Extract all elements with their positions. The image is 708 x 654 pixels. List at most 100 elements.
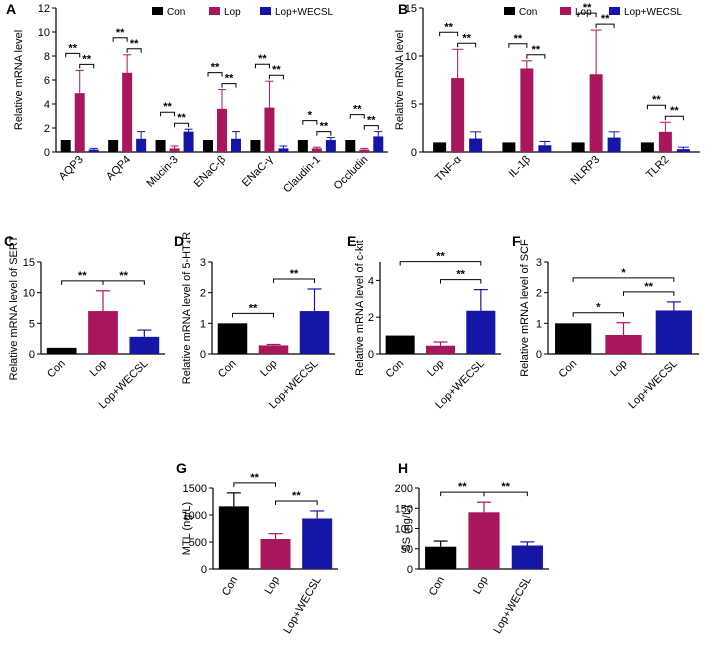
sig-label-f-0: * xyxy=(596,302,601,314)
y-axis-label-b: Relative mRNA level xyxy=(394,30,406,130)
bar-d-1 xyxy=(258,345,289,354)
bar-a-0-0 xyxy=(60,140,71,152)
legend-b-lop-label: Lop xyxy=(575,7,592,18)
sig-label-a-12: ** xyxy=(353,104,362,116)
x-tick-label-g-1: Lop xyxy=(263,575,283,597)
bar-b-0-2 xyxy=(469,138,483,152)
bar-a-6-0 xyxy=(345,140,356,152)
sig-bracket-a-6 xyxy=(207,72,223,77)
sig-label-a-10: * xyxy=(308,110,313,122)
bar-a-2-2 xyxy=(183,131,194,152)
panel-letter-f: F xyxy=(512,233,521,249)
sig-bracket-f-2 xyxy=(623,291,675,296)
bar-g-1 xyxy=(260,539,291,569)
sig-label-b-1: ** xyxy=(462,32,471,44)
bar-b-3-0 xyxy=(640,142,654,152)
x-tick-label-a-6: Occludin xyxy=(332,154,371,193)
x-tick-label-a-5: Claudin-1 xyxy=(281,154,323,196)
sig-bracket-a-5 xyxy=(174,122,190,128)
sig-label-e-1: ** xyxy=(456,269,465,281)
sig-bracket-e-1 xyxy=(440,279,482,284)
panel-letter-c: C xyxy=(4,233,14,249)
sig-label-b-7: ** xyxy=(670,105,679,117)
y-tick-label-h-0: 0 xyxy=(407,564,413,576)
bar-a-3-0 xyxy=(203,140,213,152)
y-tick-label-a-2: 4 xyxy=(44,99,50,111)
sig-label-a-2: ** xyxy=(116,27,125,39)
bar-g-0 xyxy=(218,506,249,569)
y-axis-label-f: Relative mRNA level of SCF xyxy=(519,239,531,377)
y-tick-label-c-0: 0 xyxy=(29,349,35,361)
sig-label-a-8: ** xyxy=(258,53,267,65)
sig-bracket-d-0 xyxy=(232,312,274,318)
bar-f-2 xyxy=(655,310,692,354)
sig-bracket-b-1 xyxy=(457,42,477,48)
y-tick-label-e-2: 4 xyxy=(368,275,374,287)
bar-b-0-0 xyxy=(433,142,447,152)
bar-b-0-1 xyxy=(451,78,465,152)
sig-bracket-e-0 xyxy=(399,261,482,266)
bar-e-2 xyxy=(466,310,496,354)
sig-label-b-3: ** xyxy=(532,44,541,56)
y-axis-label-g: MTL (ng/L) xyxy=(181,502,193,555)
y-tick-label-e-0: 0 xyxy=(368,349,374,361)
y-tick-label-h-2: 100 xyxy=(395,524,413,536)
legend-b-wecsl-swatch xyxy=(609,7,620,15)
panel-letter-b: B xyxy=(398,1,408,17)
y-tick-label-h-3: 150 xyxy=(395,503,413,515)
legend-a-lop-swatch xyxy=(209,7,220,15)
bar-b-3-1 xyxy=(658,131,672,152)
bar-h-1 xyxy=(468,512,500,569)
legend-b-con-swatch xyxy=(504,7,515,15)
x-tick-label-g-0: Con xyxy=(220,575,240,598)
sig-label-c-0: ** xyxy=(78,270,87,282)
sig-bracket-a-2 xyxy=(112,37,128,42)
x-tick-label-b-3: TLR2 xyxy=(644,154,672,182)
y-tick-label-b-2: 10 xyxy=(405,51,417,63)
panel-letter-d: D xyxy=(174,233,184,249)
y-tick-label-d-1: 1 xyxy=(200,318,206,330)
legend-a-con-label: Con xyxy=(167,7,185,18)
x-tick-label-a-3: ENaC-β xyxy=(192,154,228,190)
y-tick-label-a-1: 2 xyxy=(44,123,50,135)
x-tick-label-f-1: Lop xyxy=(608,358,629,379)
sig-label-b-0: ** xyxy=(444,21,453,33)
sig-label-e-0: ** xyxy=(436,251,445,263)
bar-a-1-0 xyxy=(108,140,119,152)
x-tick-label-d-1: Lop xyxy=(258,358,279,379)
x-tick-label-h-1: Lop xyxy=(471,575,491,597)
y-tick-label-c-3: 15 xyxy=(23,257,35,269)
y-tick-label-e-1: 2 xyxy=(368,312,374,324)
bar-f-0 xyxy=(555,323,592,354)
x-tick-label-d-0: Con xyxy=(216,358,239,381)
y-tick-label-f-3: 3 xyxy=(536,257,542,269)
panel-letter-a: A xyxy=(6,1,16,17)
bar-g-2 xyxy=(302,518,333,569)
x-tick-label-f-0: Con xyxy=(557,358,580,381)
y-tick-label-g-2: 1000 xyxy=(183,510,207,522)
x-tick-label-b-2: NLRP3 xyxy=(569,154,603,188)
bar-a-2-1 xyxy=(169,148,180,152)
sig-label-a-9: ** xyxy=(272,64,281,76)
y-tick-label-b-0: 0 xyxy=(411,147,417,159)
bar-a-3-1 xyxy=(217,108,227,152)
legend-b-lop-swatch xyxy=(560,7,571,15)
sig-label-b-2: ** xyxy=(514,33,523,45)
y-tick-label-c-2: 10 xyxy=(23,288,35,300)
sig-label-a-11: ** xyxy=(320,121,329,133)
bar-b-1-0 xyxy=(502,142,516,152)
bar-a-4-2 xyxy=(278,148,289,152)
x-tick-label-f-2: Lop+WECSL xyxy=(626,358,680,412)
sig-bracket-g-0 xyxy=(233,482,276,487)
sig-bracket-b-4 xyxy=(577,12,597,18)
sig-bracket-b-6 xyxy=(646,104,666,110)
bar-d-0 xyxy=(217,323,248,354)
sig-label-b-4: ** xyxy=(583,2,592,14)
y-tick-label-g-0: 0 xyxy=(201,564,207,576)
y-tick-label-b-1: 5 xyxy=(411,99,417,111)
bar-h-2 xyxy=(511,545,543,569)
sig-label-a-1: ** xyxy=(82,53,91,65)
sig-label-a-4: ** xyxy=(163,101,172,113)
sig-label-a-3: ** xyxy=(130,38,139,50)
x-tick-label-b-1: IL-1β xyxy=(507,154,533,180)
